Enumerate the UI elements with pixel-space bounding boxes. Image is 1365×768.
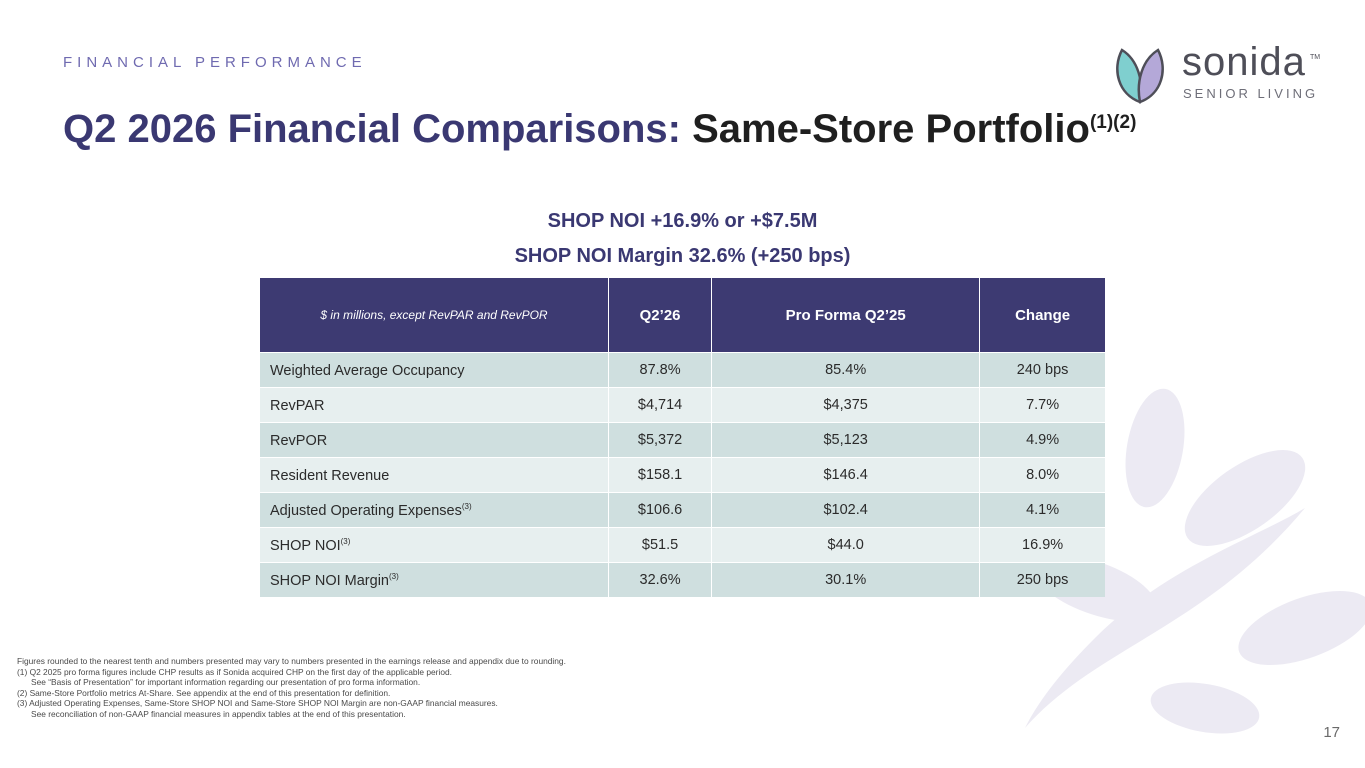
logo-wordmark: sonida [1182, 40, 1306, 84]
headline-margin: SHOP NOI Margin 32.6% (+250 bps) [514, 245, 851, 267]
cell-change: 4.1% [979, 492, 1105, 528]
cell-change: 240 bps [979, 352, 1105, 388]
footnote-intro: Figures rounded to the nearest tenth and… [17, 656, 566, 666]
table-row: Adjusted Operating Expenses(3) $106.6 $1… [260, 492, 1105, 528]
cell-pro-forma: $5,123 [711, 422, 981, 458]
title-part-2: Same-Store Portfolio [692, 107, 1090, 151]
cell-pro-forma: 85.4% [711, 352, 981, 388]
cell-pro-forma: $146.4 [711, 457, 981, 493]
sonida-logo: sonida TM SENIOR LIVING [1110, 40, 1325, 106]
cell-q2-26: 32.6% [608, 562, 713, 597]
cell-pro-forma: $44.0 [711, 527, 981, 563]
cell-q2-26: 87.8% [608, 352, 713, 388]
row-label: SHOP NOI(3) [260, 527, 609, 563]
footnote-1-detail: See “Basis of Presentation” for importan… [31, 677, 421, 688]
cell-q2-26: $106.6 [608, 492, 713, 528]
cell-change: 7.7% [979, 387, 1105, 423]
logo-tagline: SENIOR LIVING [1183, 86, 1319, 101]
cell-pro-forma: 30.1% [711, 562, 981, 597]
financial-comparison-table: $ in millions, except RevPAR and RevPOR … [260, 278, 1105, 597]
footnote-3-detail: See reconciliation of non-GAAP financial… [31, 708, 406, 719]
row-label: RevPAR [260, 387, 609, 423]
title-part-1: Q2 2026 Financial Comparisons: [63, 107, 693, 151]
row-label: Resident Revenue [260, 457, 609, 493]
table-row: RevPOR $5,372 $5,123 4.9% [260, 422, 1105, 458]
headline-noi: SHOP NOI +16.9% or +$7.5M [547, 210, 818, 232]
table-row: SHOP NOI(3) $51.5 $44.0 16.9% [260, 527, 1105, 563]
cell-q2-26: $158.1 [608, 457, 713, 493]
cell-change: 8.0% [979, 457, 1105, 493]
row-label: SHOP NOI Margin(3) [260, 562, 609, 597]
cell-q2-26: $5,372 [608, 422, 713, 458]
table-row: Resident Revenue $158.1 $146.4 8.0% [260, 457, 1105, 493]
table-header-row: $ in millions, except RevPAR and RevPOR … [260, 278, 1105, 353]
footnote-2: (2) Same-Store Portfolio metrics At-Shar… [17, 687, 391, 698]
page-number: 17 [1323, 724, 1340, 741]
header-q2-26: Q2’26 [608, 278, 713, 353]
footnote-1: (1) Q2 2025 pro forma figures include CH… [17, 666, 452, 677]
cell-pro-forma: $102.4 [711, 492, 981, 528]
cell-change: 16.9% [979, 527, 1105, 563]
leaf-watermark [1025, 388, 1365, 734]
row-label: RevPOR [260, 422, 609, 458]
cell-pro-forma: $4,375 [711, 387, 981, 423]
table-row: RevPAR $4,714 $4,375 7.7% [260, 387, 1105, 423]
table-row: Weighted Average Occupancy 87.8% 85.4% 2… [260, 352, 1105, 388]
title-footnote-ref: (1)(2) [1089, 112, 1137, 133]
table-row: SHOP NOI Margin(3) 32.6% 30.1% 250 bps [260, 562, 1105, 597]
footnotes: Figures rounded to the nearest tenth and… [17, 656, 577, 720]
cell-change: 4.9% [979, 422, 1105, 458]
cell-q2-26: $4,714 [608, 387, 713, 423]
cell-q2-26: $51.5 [608, 527, 713, 563]
row-label: Adjusted Operating Expenses(3) [260, 492, 609, 528]
footnote-3: (3) Adjusted Operating Expenses, Same-St… [17, 698, 498, 709]
header-pro-forma-q2-25: Pro Forma Q2’25 [711, 278, 981, 353]
header-change: Change [979, 278, 1105, 353]
logo-trademark: TM [1310, 54, 1321, 61]
section-kicker: FINANCIAL PERFORMANCE [63, 54, 367, 71]
page-title: Q2 2026 Financial Comparisons: Same-Stor… [63, 98, 1136, 154]
cell-change: 250 bps [979, 562, 1105, 597]
header-units-note: $ in millions, except RevPAR and RevPOR [260, 278, 609, 353]
logo-leaf-icon [1116, 48, 1164, 104]
row-label: Weighted Average Occupancy [260, 352, 609, 388]
